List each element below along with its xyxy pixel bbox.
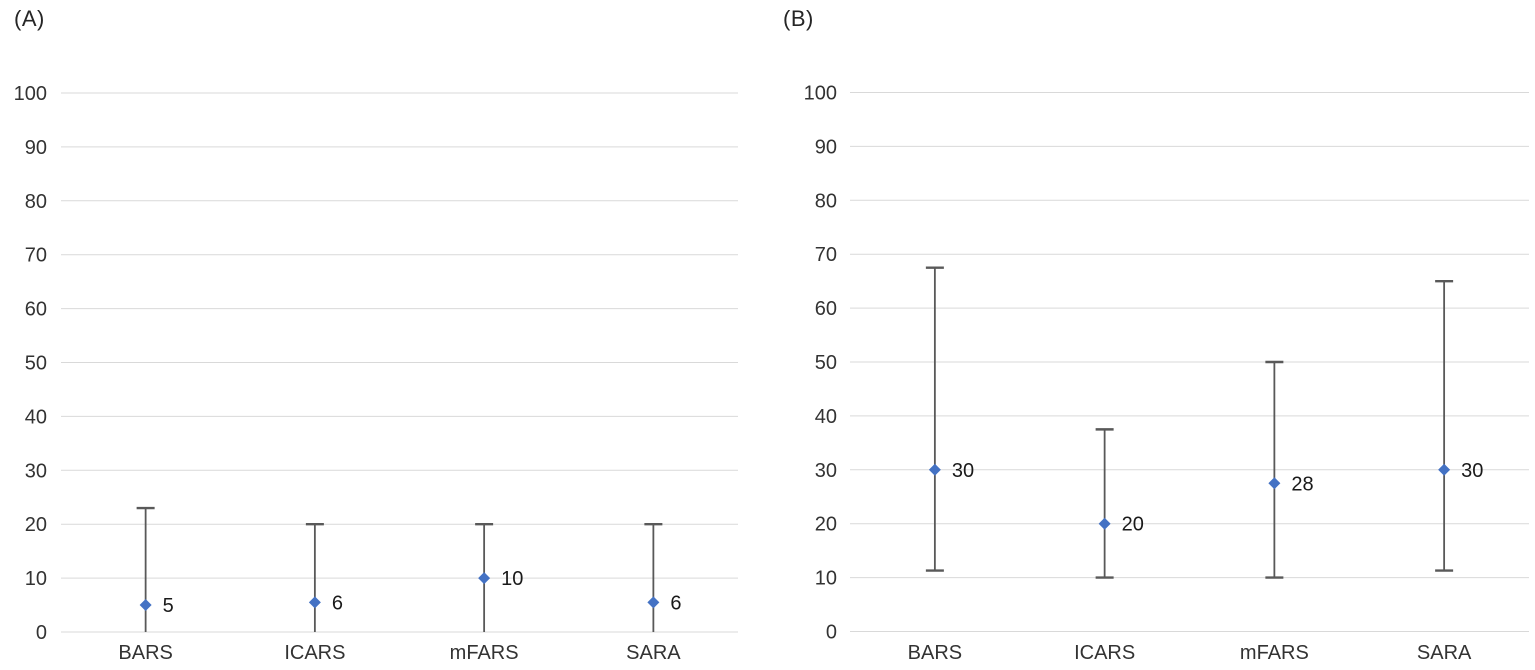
x-axis-category-label: SARA (626, 642, 681, 664)
y-tick-label: 40 (815, 406, 837, 428)
y-tick-label: 80 (815, 190, 837, 212)
y-tick-label: 40 (25, 406, 47, 428)
data-point-marker (647, 596, 660, 609)
y-tick-label: 90 (25, 137, 47, 159)
y-tick-label: 20 (815, 514, 837, 536)
data-point-label: 30 (952, 460, 974, 482)
y-tick-label: 90 (815, 136, 837, 158)
x-axis-category-label: mFARS (1240, 642, 1309, 664)
data-point-marker (139, 599, 152, 612)
y-tick-label: 0 (36, 622, 47, 644)
y-tick-label: 30 (815, 460, 837, 482)
panel-a-label: (A) (14, 6, 45, 31)
x-axis-category-label: ICARS (284, 642, 345, 664)
y-tick-label: 10 (815, 568, 837, 590)
data-point-label: 20 (1122, 514, 1144, 536)
y-tick-label: 80 (25, 191, 47, 213)
data-point-label: 10 (501, 568, 523, 590)
y-tick-label: 60 (815, 298, 837, 320)
y-tick-label: 60 (25, 299, 47, 321)
y-tick-label: 70 (25, 245, 47, 267)
y-tick-label: 30 (25, 460, 47, 482)
y-tick-label: 50 (815, 352, 837, 374)
x-axis-category-label: ICARS (1074, 642, 1135, 664)
data-point-marker (1268, 477, 1281, 490)
y-tick-label: 10 (25, 568, 47, 590)
data-point-label: 28 (1291, 473, 1313, 495)
panel-b-label: (B) (783, 6, 814, 31)
data-point-marker (928, 463, 941, 476)
data-point-label: 6 (332, 592, 343, 614)
data-point-label: 30 (1461, 460, 1483, 482)
data-point-label: 5 (163, 595, 174, 617)
data-point-marker (1098, 517, 1111, 530)
chart-panel: 0 10 20 30 40 50 60 70 80 90 100 5 BARS 6 ICARS 10 mFARS… (14, 83, 738, 664)
data-point-marker (478, 572, 491, 585)
x-axis-category-label: mFARS (450, 642, 519, 664)
data-point-marker (1438, 463, 1451, 476)
y-tick-label: 100 (14, 83, 47, 105)
data-point-label: 6 (670, 592, 681, 614)
x-axis-category-label: BARS (118, 642, 172, 664)
y-tick-label: 100 (804, 83, 837, 105)
y-tick-label: 70 (815, 244, 837, 266)
x-axis-category-label: BARS (908, 642, 962, 664)
data-point-marker (308, 596, 321, 609)
chart-panel: 0 10 20 30 40 50 60 70 80 90 100 30 BARS 20 ICARS 28 mFA… (804, 83, 1529, 664)
y-tick-label: 0 (826, 622, 837, 644)
x-axis-category-label: SARA (1417, 642, 1472, 664)
y-tick-label: 50 (25, 353, 47, 375)
y-tick-label: 20 (25, 514, 47, 536)
